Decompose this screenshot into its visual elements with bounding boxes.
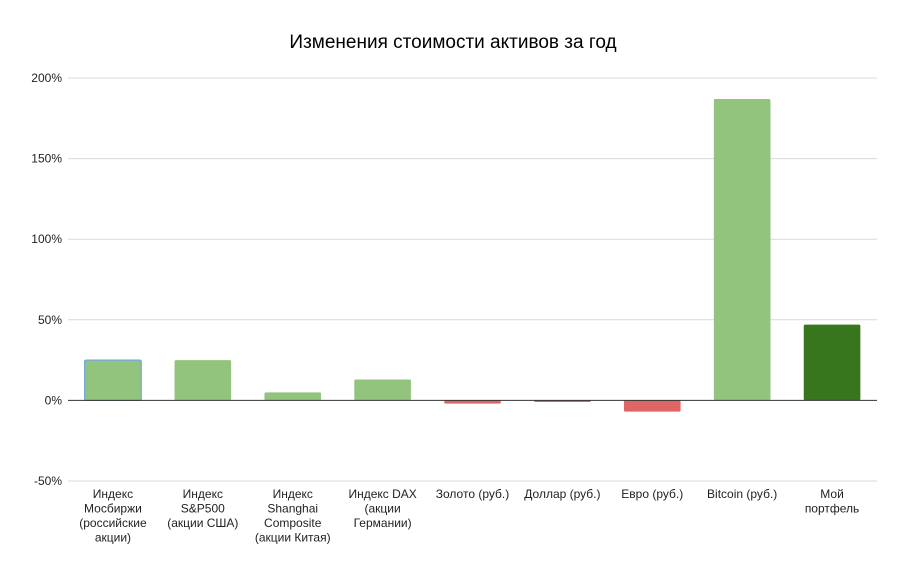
x-tick-label-line: Евро (руб.) (621, 487, 683, 501)
x-axis-ticks: Индекс Мосбиржи (российские акции)Индекс S&P… (79, 487, 859, 545)
x-tick-label-line: Composite (264, 516, 322, 530)
x-tick-label-line: Золото (руб.) (436, 487, 509, 501)
x-tick-label-line: (акции Китая) (255, 531, 331, 545)
bar (803, 324, 861, 401)
x-tick-label-line: Мой (820, 487, 844, 501)
y-tick-label: -50% (34, 474, 62, 488)
x-tick-label-line: (акции США) (167, 516, 238, 530)
bar (84, 359, 142, 402)
bar (174, 360, 232, 401)
x-tick-label: Мой портфель (805, 487, 859, 516)
x-tick-label-line: Shanghai (267, 502, 318, 516)
x-tick-label-line: (российские (79, 516, 147, 530)
x-tick-label-line: Индекс (183, 487, 223, 501)
y-tick-label: 100% (31, 232, 62, 246)
y-axis-ticks: -50% 0% 50% 100% 150% 200% (31, 71, 62, 488)
bar (623, 400, 681, 412)
x-tick-label-line: портфель (805, 502, 859, 516)
x-tick-label-line: Индекс (93, 487, 133, 501)
bar (354, 379, 411, 401)
y-tick-label: 50% (38, 313, 62, 327)
x-tick-label-line: акции) (95, 531, 131, 545)
x-tick-label-line: Мосбиржи (84, 502, 142, 516)
x-tick-label-line: (акции (365, 502, 401, 516)
x-tick-label-line: Индекс (273, 487, 313, 501)
y-tick-label: 150% (31, 152, 62, 166)
chart-title: Изменения стоимости активов за год (289, 32, 616, 53)
y-tick-label: 200% (31, 71, 62, 85)
bar (444, 400, 501, 404)
x-tick-label-line: Доллар (руб.) (524, 487, 600, 501)
x-tick-label: Доллар (руб.) (524, 487, 600, 501)
bars (84, 98, 861, 412)
x-tick-label: Bitcoin (руб.) (707, 487, 777, 501)
x-tick-label-line: S&P500 (181, 502, 225, 516)
x-tick-label: Евро (руб.) (621, 487, 683, 501)
x-tick-label-line: Индекс DAX (348, 487, 416, 501)
bar (264, 392, 322, 401)
x-tick-label-line: Германии) (354, 516, 412, 530)
bar (713, 98, 771, 401)
x-tick-label: Индекс Shanghai Composite (акции Китая) (255, 487, 331, 545)
x-tick-label: Индекс Мосбиржи (российские акции) (79, 487, 147, 545)
x-tick-label: Индекс S&P500 (акции США) (167, 487, 238, 530)
y-tick-label: 0% (45, 393, 63, 407)
x-tick-label-line: Bitcoin (руб.) (707, 487, 777, 501)
x-tick-label: Индекс DAX (акции Германии) (348, 487, 416, 530)
x-tick-label: Золото (руб.) (436, 487, 509, 501)
